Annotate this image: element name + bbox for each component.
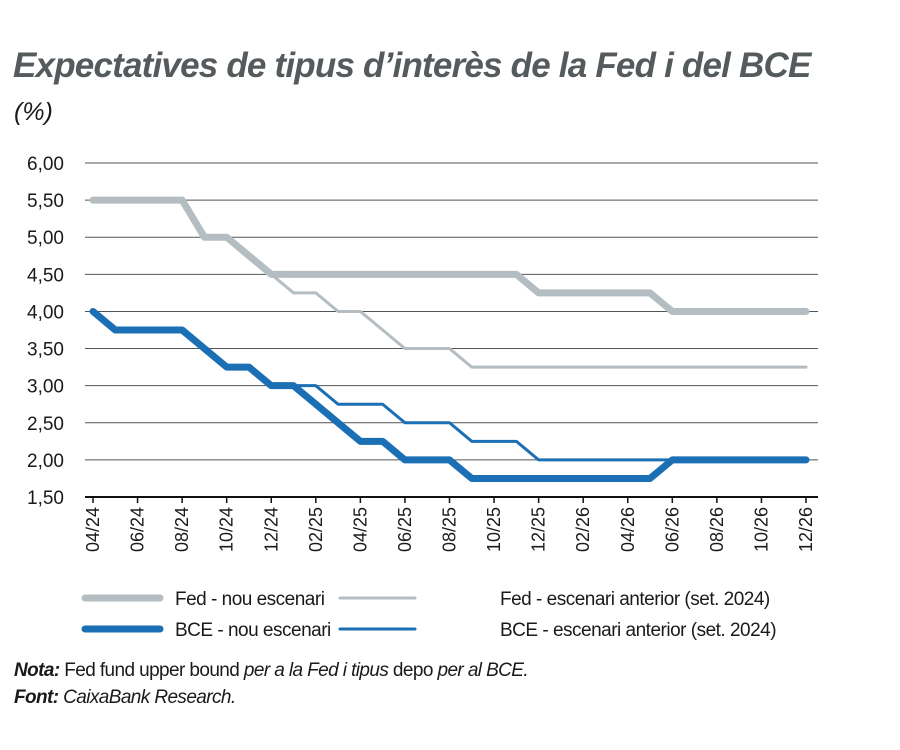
y-tick-label: 5,50	[27, 191, 64, 212]
series-line-2	[89, 307, 810, 482]
x-tick-label: 12/25	[529, 507, 549, 552]
note-text-4: per al BCE.	[432, 660, 529, 681]
legend-label: BCE - nou escenari	[175, 620, 331, 641]
y-tick-label: 4,00	[27, 302, 64, 323]
x-tick-label: 10/26	[751, 507, 771, 552]
legend-label: Fed - escenari anterior (set. 2024)	[500, 589, 770, 610]
y-tick-label: 3,00	[27, 377, 64, 398]
x-tick-label: 04/25	[350, 507, 370, 552]
series-line-0	[89, 196, 810, 315]
y-tick-label: 1,50	[27, 488, 64, 509]
note-text-3: depo	[392, 660, 433, 681]
x-tick-label: 06/26	[662, 507, 682, 552]
note-text-1: Fed fund upper bound	[64, 660, 240, 681]
source: Font: CaixaBank Research.	[14, 687, 236, 709]
x-tick-label: 08/25	[440, 507, 460, 552]
y-tick-label: 3,50	[27, 340, 64, 361]
source-label: Font:	[14, 687, 59, 708]
legend-label: BCE - escenari anterior (set. 2024)	[500, 620, 776, 641]
x-tick-label: 06/24	[128, 507, 148, 552]
note-text-2: per a la Fed i tipus	[239, 660, 393, 681]
note: Nota: Fed fund upper bound per a la Fed …	[14, 660, 529, 682]
x-tick-label: 02/25	[306, 507, 326, 552]
chart-title: Expectatives de tipus d’interès de la Fe…	[13, 46, 811, 85]
y-tick-label: 2,00	[27, 451, 64, 472]
y-tick-label: 6,00	[27, 154, 64, 175]
x-tick-label: 04/24	[83, 507, 103, 552]
x-tick-label: 06/25	[395, 507, 415, 552]
legend-label: Fed - nou escenari	[175, 589, 324, 610]
x-tick-label: 10/24	[217, 507, 237, 552]
x-tick-label: 08/26	[707, 507, 727, 552]
x-tick-label: 12/26	[796, 507, 816, 552]
x-tick-label: 08/24	[172, 507, 192, 552]
y-tick-label: 2,50	[27, 414, 64, 435]
x-tick-label: 04/26	[618, 507, 638, 552]
y-tick-label: 5,00	[27, 228, 64, 249]
x-tick-label: 02/26	[573, 507, 593, 552]
y-tick-label: 4,50	[27, 265, 64, 286]
x-tick-label: 12/24	[261, 507, 281, 552]
note-label: Nota:	[14, 660, 60, 681]
source-text: CaixaBank Research.	[63, 687, 236, 708]
x-tick-label: 10/25	[484, 507, 504, 552]
unit-label: (%)	[14, 98, 53, 126]
